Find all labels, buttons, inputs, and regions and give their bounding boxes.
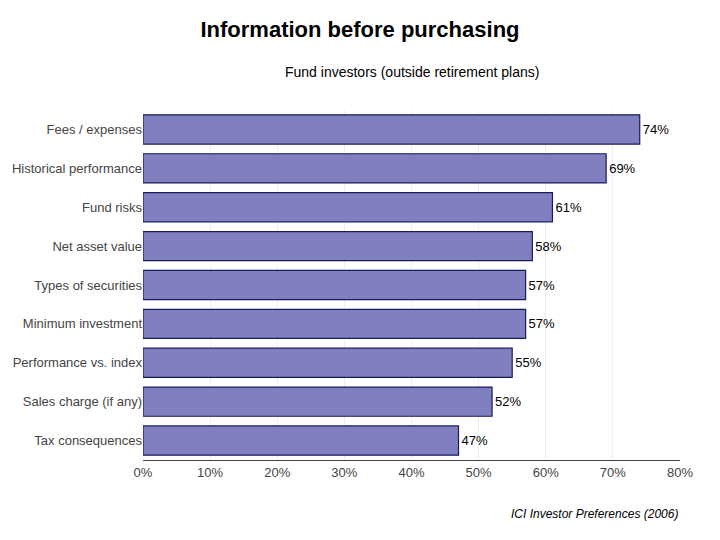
svg-text:Net asset value: Net asset value bbox=[52, 239, 142, 254]
svg-text:Fees / expenses: Fees / expenses bbox=[47, 122, 143, 137]
svg-text:55%: 55% bbox=[515, 355, 541, 370]
svg-text:57%: 57% bbox=[529, 278, 555, 293]
svg-text:47%: 47% bbox=[461, 433, 487, 448]
svg-text:Types of securities: Types of securities bbox=[34, 278, 142, 293]
svg-text:57%: 57% bbox=[529, 316, 555, 331]
svg-text:60%: 60% bbox=[533, 465, 559, 480]
svg-text:69%: 69% bbox=[609, 161, 635, 176]
svg-text:Performance vs. index: Performance vs. index bbox=[13, 355, 143, 370]
svg-text:10%: 10% bbox=[197, 465, 223, 480]
svg-text:58%: 58% bbox=[535, 239, 561, 254]
svg-text:30%: 30% bbox=[331, 465, 357, 480]
svg-text:52%: 52% bbox=[495, 394, 521, 409]
svg-text:Historical performance: Historical performance bbox=[12, 161, 142, 176]
svg-text:74%: 74% bbox=[643, 122, 669, 137]
svg-text:Fund risks: Fund risks bbox=[82, 200, 142, 215]
svg-text:61%: 61% bbox=[555, 200, 581, 215]
svg-text:70%: 70% bbox=[600, 465, 626, 480]
svg-text:ICI Investor Preferences (2006: ICI Investor Preferences (2006) bbox=[511, 507, 678, 521]
svg-text:Tax consequences: Tax consequences bbox=[34, 433, 142, 448]
svg-text:Minimum investment: Minimum investment bbox=[23, 316, 143, 331]
svg-text:Information before purchasing: Information before purchasing bbox=[200, 17, 519, 42]
svg-text:0%: 0% bbox=[134, 465, 153, 480]
svg-text:80%: 80% bbox=[667, 465, 693, 480]
svg-text:Fund investors (outside retire: Fund investors (outside retirement plans… bbox=[285, 64, 539, 80]
svg-text:Sales charge (if any): Sales charge (if any) bbox=[23, 394, 142, 409]
svg-text:20%: 20% bbox=[264, 465, 290, 480]
svg-text:40%: 40% bbox=[398, 465, 424, 480]
svg-text:50%: 50% bbox=[466, 465, 492, 480]
